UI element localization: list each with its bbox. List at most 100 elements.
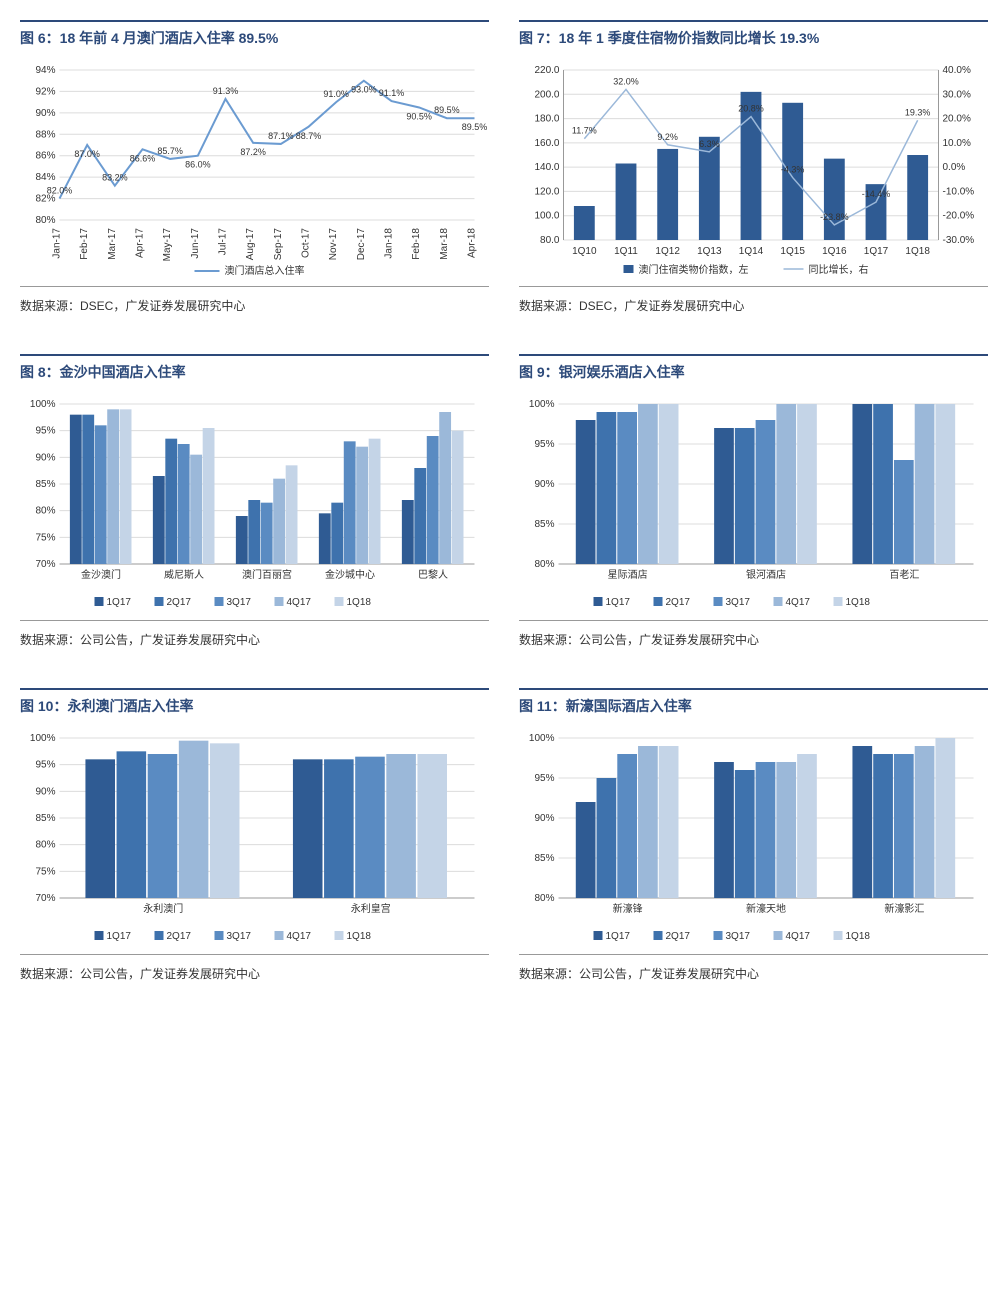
svg-text:87.2%: 87.2% (240, 147, 266, 157)
svg-text:Jan-18: Jan-18 (384, 228, 395, 259)
svg-text:80.0: 80.0 (540, 235, 560, 246)
chart6-title: 图 6：18 年前 4 月澳门酒店入住率 89.5% (20, 20, 489, 48)
svg-text:94%: 94% (35, 65, 55, 76)
chart10-source: 数据来源：公司公告，广发证券发展研究中心 (20, 961, 489, 982)
chart8-source: 数据来源：公司公告，广发证券发展研究中心 (20, 627, 489, 648)
svg-text:92%: 92% (35, 86, 55, 97)
chart10-title: 图 10：永利澳门酒店入住率 (20, 688, 489, 716)
svg-text:100%: 100% (529, 399, 555, 410)
svg-text:120.0: 120.0 (534, 186, 559, 197)
svg-text:1Q18: 1Q18 (846, 931, 871, 942)
svg-text:90.5%: 90.5% (406, 112, 432, 122)
svg-text:1Q14: 1Q14 (739, 246, 764, 257)
svg-text:Feb-18: Feb-18 (411, 228, 422, 260)
svg-text:83.2%: 83.2% (102, 173, 128, 183)
svg-text:新濠天地: 新濠天地 (746, 902, 786, 915)
svg-text:86.0%: 86.0% (185, 160, 211, 170)
svg-text:Mar-18: Mar-18 (439, 228, 450, 260)
svg-text:4Q17: 4Q17 (786, 597, 811, 608)
svg-text:-10.0%: -10.0% (943, 186, 975, 197)
svg-text:93.0%: 93.0% (351, 85, 377, 95)
svg-text:1Q15: 1Q15 (780, 246, 805, 257)
chart10-box: 70%75%80%85%90%95%100%永利澳门永利皇宫1Q172Q173Q… (20, 728, 489, 955)
svg-text:1Q18: 1Q18 (905, 246, 930, 257)
svg-text:95%: 95% (534, 439, 554, 450)
svg-text:95%: 95% (35, 426, 55, 437)
chart6-source: 数据来源：DSEC，广发证券发展研究中心 (20, 293, 489, 314)
svg-text:85.7%: 85.7% (157, 146, 183, 156)
svg-text:Dec-17: Dec-17 (356, 228, 367, 261)
svg-text:-23.8%: -23.8% (820, 212, 849, 222)
svg-text:Sep-17: Sep-17 (273, 228, 284, 261)
chart11-title: 图 11：新濠国际酒店入住率 (519, 688, 988, 716)
svg-text:1Q18: 1Q18 (846, 597, 871, 608)
svg-text:95%: 95% (35, 760, 55, 771)
svg-text:1Q17: 1Q17 (107, 597, 132, 608)
svg-text:1Q11: 1Q11 (614, 246, 638, 257)
svg-text:87.1%: 87.1% (268, 131, 294, 141)
svg-text:85%: 85% (35, 813, 55, 824)
chart9-source: 数据来源：公司公告，广发证券发展研究中心 (519, 627, 988, 648)
svg-text:86.6%: 86.6% (130, 153, 156, 163)
svg-text:80%: 80% (35, 840, 55, 851)
svg-text:-4.3%: -4.3% (781, 165, 805, 175)
svg-text:永利澳门: 永利澳门 (143, 902, 183, 915)
svg-text:Apr-18: Apr-18 (467, 228, 478, 258)
svg-text:永利皇宫: 永利皇宫 (351, 902, 391, 915)
svg-text:1Q18: 1Q18 (347, 597, 372, 608)
svg-text:100%: 100% (30, 733, 56, 744)
svg-text:70%: 70% (35, 559, 55, 570)
svg-text:9.2%: 9.2% (657, 132, 678, 142)
svg-text:91.0%: 91.0% (323, 89, 349, 99)
svg-text:100%: 100% (30, 399, 56, 410)
svg-text:3Q17: 3Q17 (227, 597, 252, 608)
svg-text:Nov-17: Nov-17 (328, 228, 339, 261)
svg-text:Jun-17: Jun-17 (190, 228, 201, 259)
panel-chart6: 图 6：18 年前 4 月澳门酒店入住率 89.5% 80%82%84%86%8… (20, 20, 489, 314)
svg-text:85%: 85% (534, 519, 554, 530)
chart7-box: 80.0100.0120.0140.0160.0180.0200.0220.0-… (519, 60, 988, 287)
svg-text:91.1%: 91.1% (379, 88, 405, 98)
svg-text:91.3%: 91.3% (213, 86, 239, 96)
svg-text:银河酒店: 银河酒店 (746, 568, 786, 581)
svg-text:40.0%: 40.0% (943, 65, 971, 76)
chart7-source: 数据来源：DSEC，广发证券发展研究中心 (519, 293, 988, 314)
svg-text:89.5%: 89.5% (434, 105, 460, 115)
chart11-box: 80%85%90%95%100%新濠锋新濠天地新濠影汇1Q172Q173Q174… (519, 728, 988, 955)
svg-text:金沙城中心: 金沙城中心 (325, 568, 375, 581)
svg-text:88%: 88% (35, 129, 55, 140)
svg-text:1Q12: 1Q12 (655, 246, 680, 257)
svg-text:1Q17: 1Q17 (606, 597, 631, 608)
svg-text:1Q16: 1Q16 (822, 246, 847, 257)
svg-text:200.0: 200.0 (534, 89, 559, 100)
svg-text:巴黎人: 巴黎人 (418, 568, 448, 581)
svg-text:Apr-17: Apr-17 (135, 228, 146, 258)
svg-text:86%: 86% (35, 151, 55, 162)
svg-text:70%: 70% (35, 893, 55, 904)
svg-text:95%: 95% (534, 773, 554, 784)
svg-text:75%: 75% (35, 866, 55, 877)
panel-chart10: 图 10：永利澳门酒店入住率 70%75%80%85%90%95%100%永利澳… (20, 688, 489, 982)
svg-text:88.7%: 88.7% (296, 131, 322, 141)
svg-text:80%: 80% (35, 506, 55, 517)
svg-text:82.0%: 82.0% (47, 186, 73, 196)
svg-text:0.0%: 0.0% (943, 162, 966, 173)
svg-text:20.8%: 20.8% (738, 104, 764, 114)
svg-text:180.0: 180.0 (534, 114, 559, 125)
svg-text:10.0%: 10.0% (943, 138, 971, 149)
svg-text:100.0: 100.0 (534, 211, 559, 222)
svg-text:1Q17: 1Q17 (864, 246, 889, 257)
svg-text:澳门百丽宫: 澳门百丽宫 (242, 568, 292, 581)
svg-text:11.7%: 11.7% (572, 126, 597, 136)
svg-text:90%: 90% (534, 813, 554, 824)
chart-grid: 图 6：18 年前 4 月澳门酒店入住率 89.5% 80%82%84%86%8… (20, 20, 988, 982)
svg-text:Oct-17: Oct-17 (301, 228, 312, 258)
svg-text:140.0: 140.0 (534, 162, 559, 173)
svg-text:80%: 80% (534, 893, 554, 904)
svg-text:3Q17: 3Q17 (227, 931, 252, 942)
svg-text:Jul-17: Jul-17 (218, 228, 229, 256)
svg-text:同比增长，右: 同比增长，右 (809, 263, 869, 276)
svg-text:星际酒店: 星际酒店 (608, 568, 648, 581)
svg-text:May-17: May-17 (162, 228, 173, 262)
svg-text:2Q17: 2Q17 (167, 931, 192, 942)
